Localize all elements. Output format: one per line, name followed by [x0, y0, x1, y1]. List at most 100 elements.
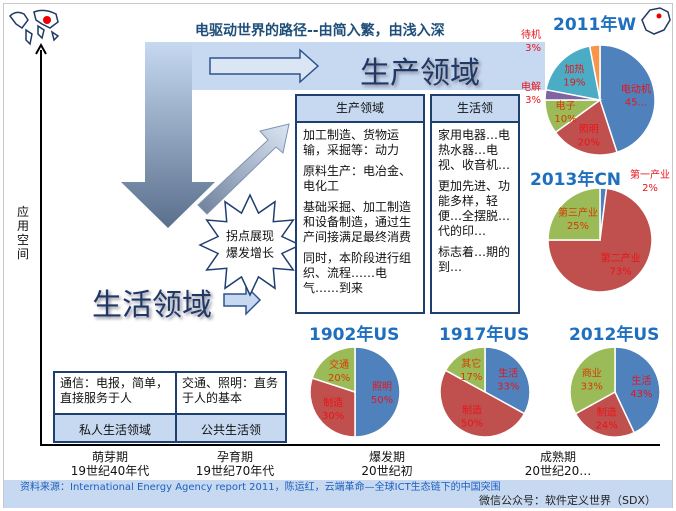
pie-slice-label: 第一产业 — [630, 168, 670, 181]
pie-slice — [547, 187, 601, 241]
pie-slice-value: 3% — [525, 95, 541, 106]
pie-slice-value: 33% — [497, 381, 519, 392]
starburst — [198, 193, 302, 297]
pie-slice-value: 50% — [371, 395, 393, 406]
pie-title-2013cn: 2013年CN — [530, 170, 622, 190]
production-box-paragraph: 加工制造、货物运输，采掘等：动力 — [303, 128, 400, 157]
pie-slice-value: 20% — [328, 373, 350, 384]
pie-slice — [614, 346, 661, 434]
pie-slice-value: 33% — [581, 381, 603, 392]
y-axis-arrowhead — [35, 42, 47, 55]
production-domain-label: 生产领域 — [360, 56, 480, 91]
period-1: 萌芽期 19世纪40年代 — [50, 450, 170, 478]
pie-slice — [569, 346, 616, 415]
pie-slice-label: 电动机 — [621, 82, 651, 95]
right-arrow-outline — [209, 48, 320, 84]
footer-bar: 资料来源：International Energy Agency report … — [4, 480, 672, 508]
pie-slice — [439, 369, 526, 438]
footer-wechat: 微信公众号：软件定义世界（SDX） — [479, 494, 656, 507]
pie-slice-value: 50% — [461, 419, 483, 430]
pie-slice-label: 电子 — [555, 99, 575, 112]
pie-slice-value: 2% — [642, 183, 658, 194]
period-time: 19世纪70年代 — [195, 464, 275, 478]
production-domain-box: 生产领域 加工制造、货物运输，采掘等：动力 原料生产：电冶金、电化工 基础采掘、… — [295, 94, 425, 314]
pie-slice-label: 制造 — [323, 396, 343, 409]
pie-title-2012: 2012年US — [569, 325, 660, 345]
pie-slice-value: 19% — [563, 77, 585, 88]
pie-slice-value: 3% — [525, 43, 541, 54]
footer-source: 资料来源：International Energy Agency report … — [20, 482, 501, 493]
big-arrow-down — [121, 42, 215, 228]
life-box-paragraph: 更加先进、功能多样，轻便…全摆脱…代的印… — [438, 179, 511, 238]
period-time: 20世纪20… — [524, 464, 592, 478]
period-name: 萌芽期 — [91, 450, 128, 464]
life-box-paragraph: 标志着…期的到… — [438, 245, 511, 274]
pie-slice-label: 生活 — [631, 374, 651, 387]
pie-1: 生活 33% 制造 50% 其它 17% — [439, 346, 531, 438]
pie-slice-value: 73% — [610, 266, 632, 277]
pie-0: 照明 50% 制造 30% 交通 20% — [309, 346, 401, 438]
diagonal-arrow — [197, 123, 290, 215]
pie-slice — [311, 346, 356, 394]
pie-slice-label: 加热 — [564, 62, 584, 75]
period-2: 孕育期 19世纪70年代 — [175, 450, 295, 478]
period-name: 成熟期 — [539, 450, 576, 464]
pie-4: 第一产业 2% 第二产业 73% 第三产业 25% — [547, 168, 670, 293]
pie-title-1902: 1902年US — [309, 325, 400, 345]
production-box-paragraph: 基础采掘、加工制造和设备制造，通过生产间接满足最终消费 — [303, 200, 412, 244]
pie-slice-label: 制造 — [597, 406, 617, 419]
pie-slice-label: 交通 — [329, 358, 349, 371]
production-box-header: 生产领域 — [297, 96, 423, 123]
pie-slice-value: 10% — [554, 114, 576, 125]
pie-slice-value: 45... — [625, 97, 647, 108]
production-box-paragraph: 同时，本阶段进行组织、流程……电气……到来 — [303, 251, 412, 295]
period-name: 爆发期 — [368, 450, 405, 464]
pie-title-2011w: 2011年W — [553, 15, 637, 35]
period-name: 孕育期 — [216, 450, 253, 464]
life-domain-box: 生活领 家用电器…电热水器…电视、收音机… 更加先进、功能多样，轻便…全摆脱…代… — [430, 94, 520, 314]
pie-slice-label: 第二产业 — [601, 251, 641, 264]
pie-slice-label: 待机 — [521, 28, 541, 41]
y-axis-label: 应用空间 — [17, 205, 30, 261]
starburst-line2: 爆发增长 — [225, 246, 274, 260]
pie-slice-label: 照明 — [372, 381, 392, 393]
world-map-logo — [9, 9, 60, 46]
pie-slice-value: 24% — [596, 421, 618, 432]
pie-slice — [574, 390, 636, 438]
pie-slice-label: 第三产业 — [558, 206, 598, 219]
pie-slice-value: 20% — [578, 138, 600, 149]
period-4: 成熟期 20世纪20… — [498, 450, 618, 478]
pie-slice — [354, 346, 401, 438]
pie-2: 生活 43% 制造 24% 商业 33% — [569, 346, 661, 438]
pie-slice-label: 电解 — [521, 80, 541, 93]
pie-slice-value: 43% — [630, 389, 652, 400]
table-cell-communication: 通信：电报，简单，直接服务于人 — [53, 371, 177, 415]
pie-slice-label: 照明 — [579, 124, 599, 136]
life-domain-label: 生活领域 — [92, 288, 212, 323]
period-3: 爆发期 20世纪初 — [327, 450, 447, 478]
life-box-paragraph: 家用电器…电热水器…电视、收音机… — [438, 128, 511, 172]
pie-slice — [599, 44, 656, 154]
pie-slice — [484, 346, 531, 415]
pie-slice-value: 17% — [460, 372, 482, 383]
pie-slice-label: 制造 — [462, 404, 482, 417]
slide-title: 电驱动世界的路径--由简入繁，由浅入深 — [195, 23, 445, 39]
pie-slice — [554, 98, 618, 156]
pie-slice — [444, 346, 486, 394]
pie-slice — [309, 377, 356, 438]
pie-slice — [545, 45, 601, 101]
pie-title-1917: 1917年US — [439, 325, 530, 345]
pie-3: 电动机 45... 照明 20% 电子 10% 电解 3% 加热 19% 待机 3% — [521, 28, 656, 156]
pie-slice — [588, 44, 601, 101]
pie-slice-label: 生活 — [498, 366, 518, 379]
pie-slice-value: 25% — [567, 221, 589, 232]
starburst-text: 拐点展现 爆发增长 — [222, 228, 278, 262]
pie-slice-label: 商业 — [582, 366, 602, 379]
table-cell-private-life: 私人生活领域 — [53, 413, 177, 443]
pie-slice-value: 30% — [322, 411, 344, 422]
period-time: 19世纪40年代 — [70, 464, 150, 478]
starburst-line1: 拐点展现 — [225, 229, 274, 243]
table-cell-public-life: 公共生活领 — [175, 413, 287, 443]
